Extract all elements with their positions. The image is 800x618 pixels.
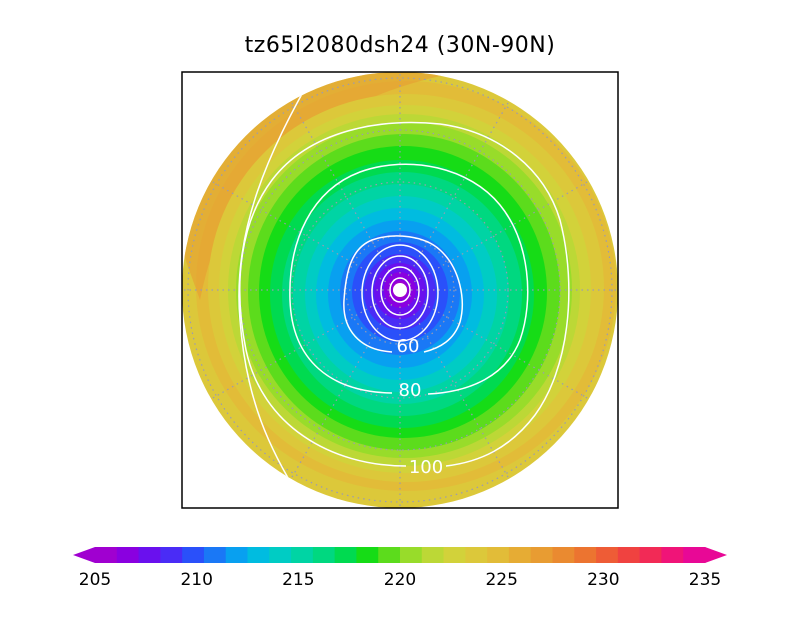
colorbar-cell [465,547,488,563]
colorbar-cell [552,547,575,563]
plot-title: tz65l2080dsh24 (30N-90N) [244,33,556,58]
contour-100 [239,121,570,467]
colorbar-cell [138,547,161,563]
colorbar-cell [574,547,597,563]
meridian-line [399,289,521,499]
colorbar-tick-label: 210 [180,570,212,590]
colorbar-max-arrow [705,547,727,563]
colorbar-cell [530,547,553,563]
colorbar-min-arrow [73,547,95,563]
colorbar-cell [356,547,379,563]
contour-ring [361,244,439,342]
contour-80 [289,163,529,395]
colorbar-cell [116,547,140,563]
colorbar-tick-label: 230 [587,570,619,590]
colorbar-cell [291,547,314,563]
contour-label-80: 80 [399,380,422,401]
meridian-line [399,169,609,291]
contour-ring [380,266,420,316]
colorbar-cell [95,547,118,563]
colorbar-cell [182,547,205,563]
colorbar-tick-label: 235 [689,570,721,590]
contour-ring [389,277,411,303]
meridian-line [191,289,401,411]
meridian-line [399,289,609,411]
colorbar-cell [617,547,641,563]
colorbar-tick-label: 225 [485,570,517,590]
colorbar-cell [334,547,357,563]
meridian-line [191,169,401,291]
contour-label-100: 100 [409,457,443,478]
colorbar-tick-label: 215 [282,570,314,590]
meridian-line [279,81,401,291]
contour-outer [238,75,313,499]
colorbar-cell [421,547,445,563]
colorbar-cell [443,547,466,563]
contour-60 [343,235,463,353]
meridian-line [279,289,401,499]
colorbar-cell [487,547,510,563]
latitude-circle [291,181,509,399]
height-contours [238,75,570,499]
meridian-line [399,81,521,291]
colorbar-tick-label: 220 [384,570,416,590]
colorbar-cell [400,547,423,563]
colorbar-cell [661,547,684,563]
contour-ring [371,255,429,329]
colorbar-cell [596,547,619,563]
colorbar-cell [160,547,183,563]
pole-marker [393,283,407,297]
colorbar-tick-label: 205 [79,570,111,590]
colorbar-cell [639,547,662,563]
contour-label-60: 60 [397,336,420,357]
colorbar-cell [269,547,292,563]
colorbar-cell [683,547,706,563]
colorbar-cell [225,547,248,563]
map-frame [181,71,619,509]
colorbar-cell [247,547,270,563]
colorbar-cell [312,547,336,563]
colorbar-cell [508,547,532,563]
colorbar-cell [203,547,227,563]
latitude-circle [187,77,613,503]
colorbar-cell [378,547,401,563]
